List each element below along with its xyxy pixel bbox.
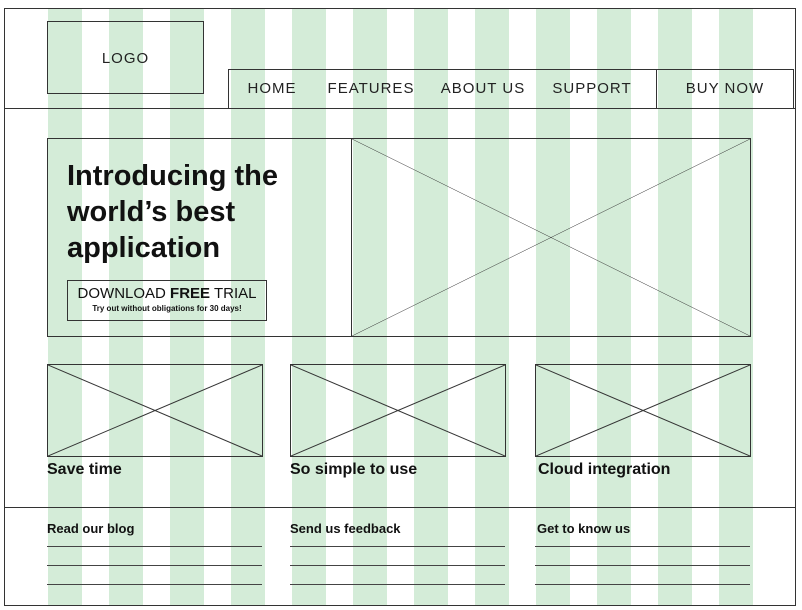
download-trial-bold: FREE [170, 285, 211, 302]
buy-now-label: BUY NOW [685, 80, 765, 97]
footer-link-about[interactable]: Get to know us [537, 521, 631, 536]
footer-text-line [47, 584, 262, 585]
image-placeholder-cross-icon [352, 139, 750, 336]
footer-text-line [290, 546, 505, 547]
footer-text-line [535, 546, 750, 547]
nav-item-home[interactable]: HOME [247, 80, 297, 97]
image-placeholder-cross-icon [291, 365, 505, 456]
footer-text-line [47, 565, 262, 566]
download-trial-button[interactable]: DOWNLOAD FREE TRIAL Try out without obli… [67, 280, 267, 321]
hero-headline-line-1: Introducing the [67, 160, 279, 192]
download-trial-suffix: TRIAL [210, 285, 257, 302]
feature-image-placeholder [290, 364, 506, 457]
hero-headline: Introducing the world’s best application [67, 158, 337, 266]
footer-text-line [290, 565, 505, 566]
feature-title-simple-to-use: So simple to use [290, 461, 418, 478]
feature-image-placeholder [535, 364, 751, 457]
footer-text-line [535, 565, 750, 566]
logo-text: LOGO [101, 50, 150, 67]
footer-link-feedback[interactable]: Send us feedback [290, 521, 401, 536]
buy-now-button[interactable]: BUY NOW [656, 69, 794, 109]
download-trial-prefix: DOWNLOAD [77, 285, 171, 302]
feature-title-save-time: Save time [47, 461, 122, 478]
nav-item-features[interactable]: FEATURES [327, 80, 415, 97]
footer-text-line [290, 584, 505, 585]
hero-headline-line-3: application [67, 232, 221, 264]
footer-text-line [535, 584, 750, 585]
hero-headline-line-2: world’s best [67, 196, 236, 228]
download-trial-label: DOWNLOAD FREE TRIAL [68, 285, 266, 302]
nav-item-support[interactable]: SUPPORT [552, 80, 632, 97]
image-placeholder-cross-icon [536, 365, 750, 456]
logo-box[interactable]: LOGO [47, 21, 204, 94]
wireframe-frame [4, 8, 796, 606]
feature-image-placeholder [47, 364, 263, 457]
footer-text-line [47, 546, 262, 547]
feature-title-cloud-integration: Cloud integration [538, 461, 671, 478]
footer-link-blog[interactable]: Read our blog [47, 521, 135, 536]
image-placeholder-cross-icon [48, 365, 262, 456]
hero-image-placeholder [351, 138, 751, 337]
footer-divider [4, 507, 796, 508]
nav-item-about-us[interactable]: ABOUT US [440, 80, 526, 97]
download-trial-subtext: Try out without obligations for 30 days! [92, 304, 242, 313]
